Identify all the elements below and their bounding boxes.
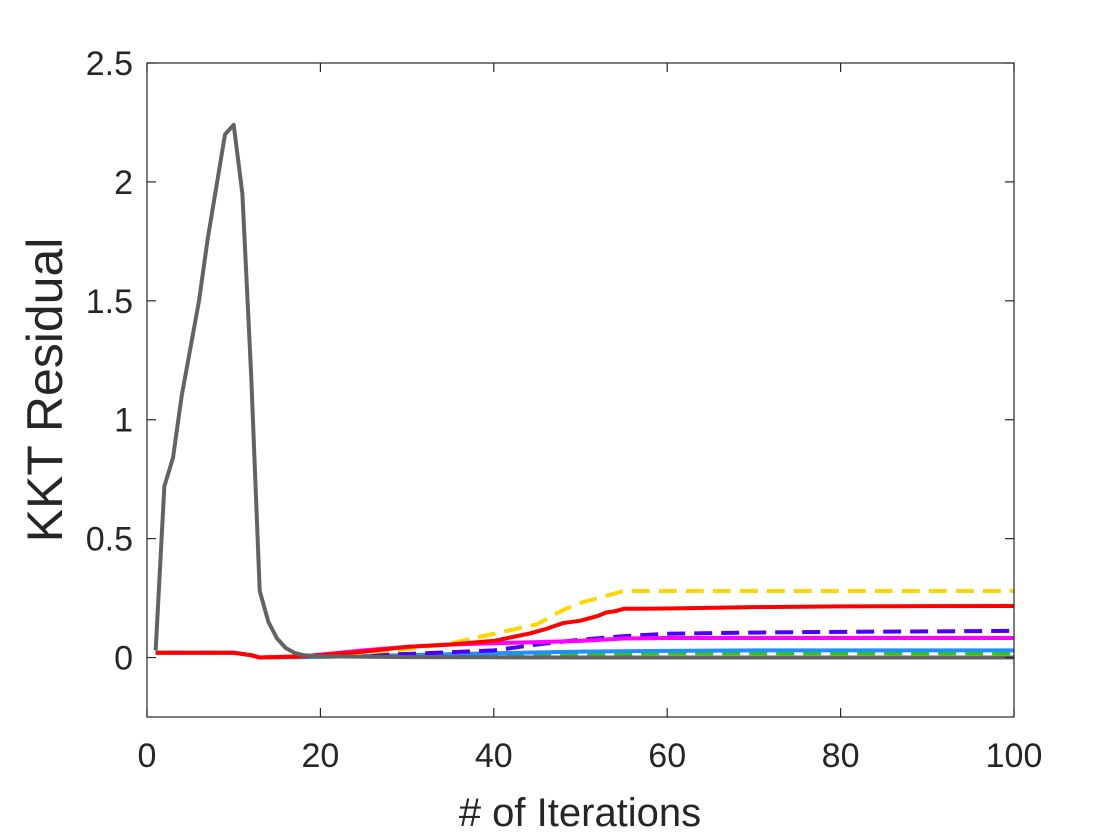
x-tick-label: 60 (648, 737, 686, 775)
series-line-2 (155, 603, 1015, 660)
y-tick-label: 1 (114, 402, 133, 440)
x-tick-label: 100 (986, 737, 1043, 775)
y-tick-label: 2 (114, 164, 133, 202)
ticks-layer: 0 20 40 60 80 100 0 0.5 1 1.5 2 2.5 (86, 45, 1043, 775)
series-layer (153, 122, 1015, 660)
y-axis-title: KKT Residual (17, 238, 73, 543)
y-tick-label: 2.5 (86, 45, 133, 83)
x-tick-label: 20 (301, 737, 339, 775)
x-tick-label: 80 (822, 737, 860, 775)
x-tick-label: 0 (138, 737, 157, 775)
y-tick-label: 0 (114, 640, 133, 678)
x-axis-title: # of Iterations (459, 791, 701, 835)
series-line-1 (153, 122, 1014, 660)
y-tick-label: 1.5 (86, 283, 133, 321)
y-tick-label: 0.5 (86, 521, 133, 559)
plot-frame (146, 62, 1015, 718)
x-tick-label: 40 (475, 737, 513, 775)
